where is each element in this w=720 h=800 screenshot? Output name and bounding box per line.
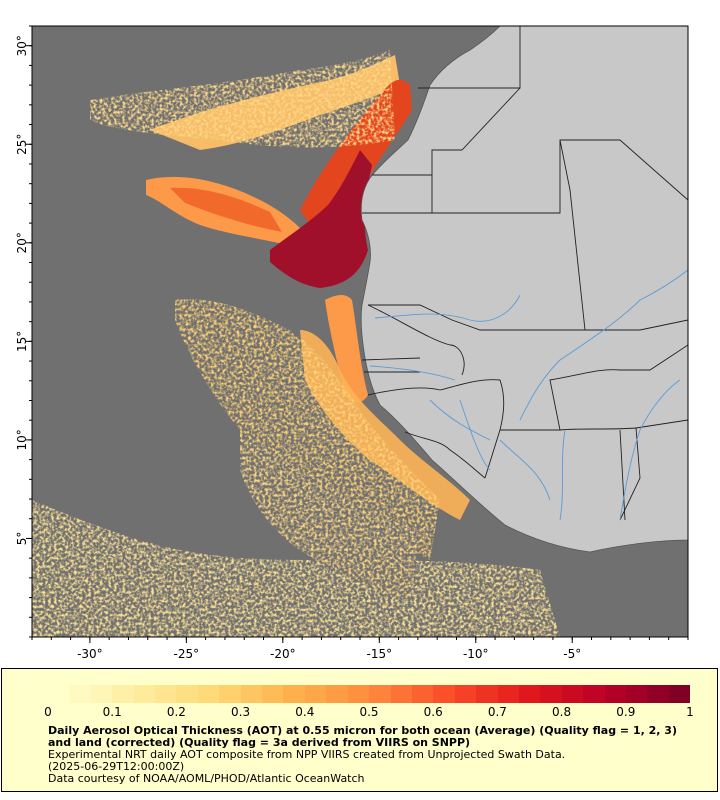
border-gambia <box>361 357 421 373</box>
aot-west-tongue-core <box>170 187 282 232</box>
legend-title: Daily Aerosol Optical Thickness (AOT) at… <box>48 724 677 749</box>
aot-max-core <box>270 150 372 288</box>
legend-line-1: Experimental NRT daily AOT composite fro… <box>48 748 566 761</box>
y-tick-label: 15° <box>15 331 29 352</box>
x-tick-label: -30° <box>77 647 103 661</box>
colorbar-tick-label: 0.1 <box>102 705 122 719</box>
border-guinea <box>367 379 505 431</box>
colorbar-swatch <box>90 685 113 703</box>
legend-line-3: Data courtesy of NOAA/AOML/PHOD/Atlantic… <box>48 772 365 785</box>
border-western-sahara <box>372 87 521 176</box>
x-tick-label: -20° <box>270 647 296 661</box>
aot-scatter-south <box>32 500 560 637</box>
river-senegal <box>374 294 521 322</box>
legend-line-2: (2025-06-29T12:00:00Z) <box>48 760 185 773</box>
colorbar-swatch <box>48 685 70 703</box>
aot-scatter <box>32 50 560 637</box>
border-sierra-leone-liberia <box>404 431 486 479</box>
colorbar-swatch <box>604 685 626 703</box>
aot-south-spread <box>300 330 470 520</box>
river-gambia <box>369 365 456 381</box>
x-tick-label: -10° <box>463 647 489 661</box>
legend-panel: 0 0.1 0.2 0.3 0.4 0.5 0.6 0.7 0.8 0.9 1 Daily Aero… <box>1 668 718 792</box>
colorbar-swatch <box>390 685 412 703</box>
y-tick-label: 5° <box>15 532 29 546</box>
border-senegal <box>367 304 465 376</box>
colorbar-swatch <box>219 685 241 703</box>
colorbar-swatch <box>283 685 305 703</box>
colorbar-labels: 0 0.1 0.2 0.3 0.4 0.5 0.6 0.7 0.8 0.9 1 <box>44 705 694 721</box>
aot-map: -30° -25° -20° -15° -10° -5° 30° 25° 20° 15° 10° 5… <box>15 25 689 661</box>
x-tick-label: -15° <box>366 647 392 661</box>
river-bandama <box>559 429 566 521</box>
x-tick-label: -5° <box>563 647 581 661</box>
colorbar-swatch <box>133 685 156 703</box>
colorbar-swatch <box>112 685 134 703</box>
colorbar <box>48 685 691 703</box>
aot-scatter-west <box>175 299 440 560</box>
colorbar-tick-label: 0.6 <box>423 705 443 719</box>
colorbar-swatch <box>561 685 584 703</box>
colorbar-swatch <box>347 685 370 703</box>
colorbar-swatch <box>518 685 541 703</box>
y-tick-label: 20° <box>15 232 29 253</box>
colorbar-swatch <box>647 685 669 703</box>
x-tick-label: -25° <box>174 647 200 661</box>
rivers <box>369 269 688 521</box>
colorbar-swatch <box>625 685 648 703</box>
colorbar-swatch <box>262 685 284 703</box>
colorbar-swatch <box>540 685 562 703</box>
map-area: -30° -25° -20° -15° -10° -5° 30° 25° 20° 15° 10° 5… <box>15 25 689 661</box>
colorbar-swatch <box>176 685 198 703</box>
aot-southern-coast <box>325 295 368 403</box>
colorbar-tick-label: 0.9 <box>616 705 636 719</box>
colorbar-swatch <box>497 685 519 703</box>
river-volta <box>619 379 681 521</box>
colorbar-tick-label: 0.7 <box>487 705 507 719</box>
border-ghana <box>619 419 688 521</box>
colorbar-swatch <box>304 685 327 703</box>
border-ivory-coast <box>484 427 641 521</box>
colorbar-tick-label: 0.3 <box>231 705 251 719</box>
colorbar-tick-label: 0 <box>44 705 52 719</box>
colorbar-swatch <box>326 685 348 703</box>
y-axis: 30° 25° 20° 15° 10° 5° <box>15 25 32 638</box>
y-tick-label: 30° <box>15 35 29 56</box>
y-tick-label: 25° <box>15 134 29 155</box>
colorbar-swatch <box>433 685 455 703</box>
colorbar-swatch <box>583 685 605 703</box>
colorbar-swatch <box>369 685 391 703</box>
caption: Daily Aerosol Optical Thickness (AOT) at… <box>48 725 688 785</box>
x-axis: -30° -25° -20° -15° -10° -5° <box>31 637 689 661</box>
colorbar-swatch <box>476 685 498 703</box>
colorbar-swatch <box>155 685 177 703</box>
border-mali <box>368 139 586 331</box>
border-burkina <box>549 344 688 431</box>
aot-scatter-mid <box>240 430 420 600</box>
aot-scatter-north <box>90 50 395 148</box>
y-tick-label: 10° <box>15 429 29 450</box>
country-borders <box>361 26 688 521</box>
colorbar-tick-label: 1 <box>686 705 694 719</box>
colorbar-tick-label: 0.5 <box>359 705 379 719</box>
colorbar-swatch <box>240 685 263 703</box>
colorbar-tick-label: 0.4 <box>295 705 315 719</box>
african-continent <box>360 26 688 553</box>
colorbar-swatch <box>69 685 91 703</box>
colorbar-swatch <box>197 685 220 703</box>
river-guinea-branches <box>429 399 551 501</box>
river-niger <box>519 269 688 421</box>
colorbar-tick-label: 0.8 <box>552 705 572 719</box>
colorbar-swatch <box>454 685 477 703</box>
colorbar-swatch <box>411 685 434 703</box>
colorbar-swatch <box>668 685 691 703</box>
colorbar-tick-label: 0.2 <box>166 705 186 719</box>
